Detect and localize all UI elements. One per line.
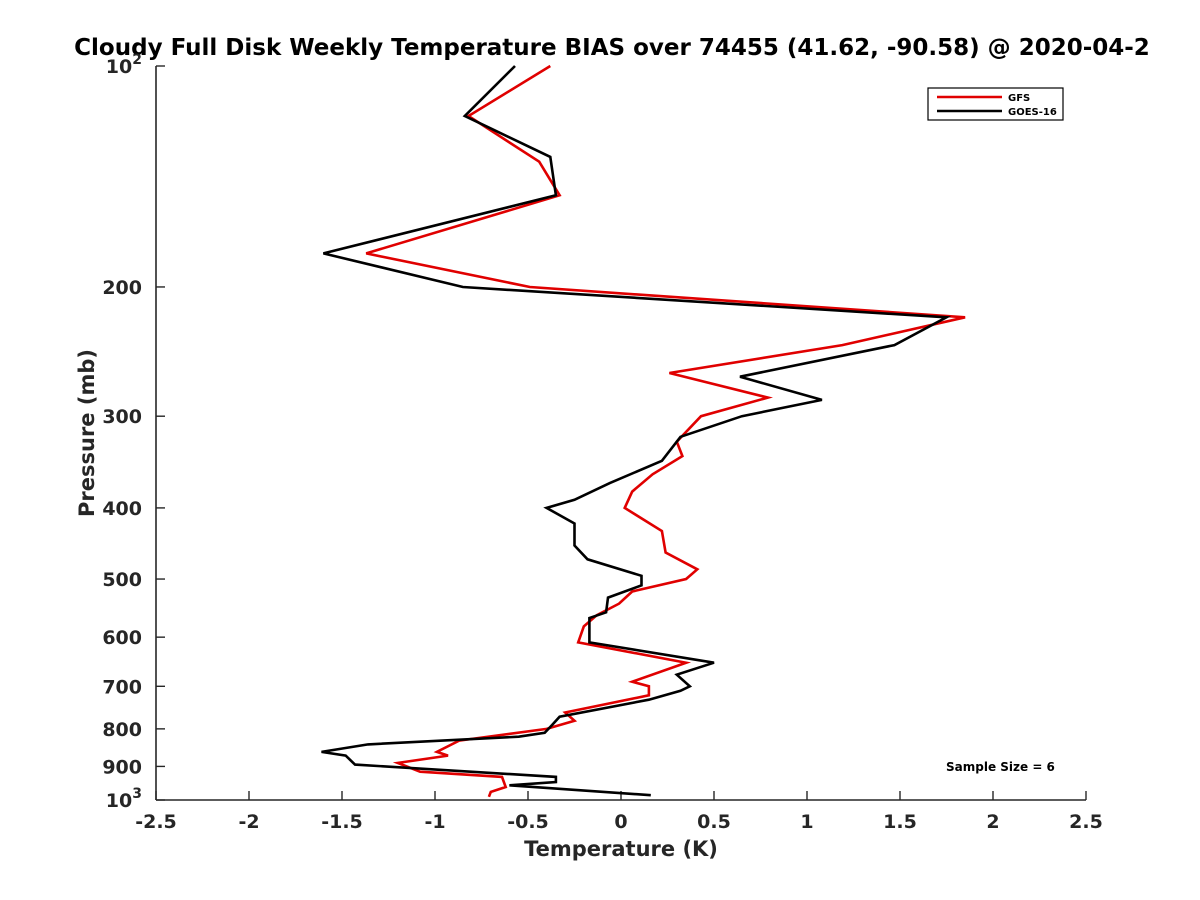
x-tick-label: 1 [800,811,813,833]
series-line-gfs [365,64,966,798]
legend-label: GFS [1008,93,1030,104]
series-lines [321,64,966,798]
x-tick-label: -0.5 [507,811,549,833]
x-tick-label: -1 [424,811,445,833]
y-tick-label: 900 [102,756,142,778]
x-tick-label: -1.5 [321,811,363,833]
y-tick-label: 400 [102,498,142,520]
x-tick-label: 2.5 [1069,811,1103,833]
y-tick-label: 500 [102,569,142,591]
y-tick-label: 300 [102,406,142,428]
y-tick-label: 600 [102,627,142,649]
legend-label: GOES-16 [1008,107,1057,118]
series-line-goes-16 [321,65,952,797]
x-tick-label: -2.5 [135,811,177,833]
x-tick-label: 1.5 [883,811,917,833]
x-ticks: -2.5 -2 -1.5 -1 -0.5 0 0.5 1 1.5 2 2.5 [135,791,1103,833]
y-tick-label: 200 [102,277,142,299]
x-tick-label: 0.5 [697,811,731,833]
chart-title: Cloudy Full Disk Weekly Temperature BIAS… [74,35,1150,61]
legend: GFS GOES-16 [927,87,1064,121]
y-tick-label: 700 [102,676,142,698]
y-axis-label: Pressure (mb) [75,349,99,517]
sample-size-annotation: Sample Size = 6 [946,760,1055,774]
x-tick-label: 0 [614,811,627,833]
y-tick-label: 800 [102,719,142,741]
y-tick-label: 102 [106,52,142,78]
x-tick-label: 2 [986,811,999,833]
y-tick-label: 103 [106,786,142,812]
plot-area [155,66,1086,801]
x-tick-label: -2 [238,811,259,833]
y-ticks: 102 200 300 400 500 600 700 800 900 103 [102,52,165,812]
x-axis-label: Temperature (K) [524,837,718,861]
legend-box [927,87,1064,121]
